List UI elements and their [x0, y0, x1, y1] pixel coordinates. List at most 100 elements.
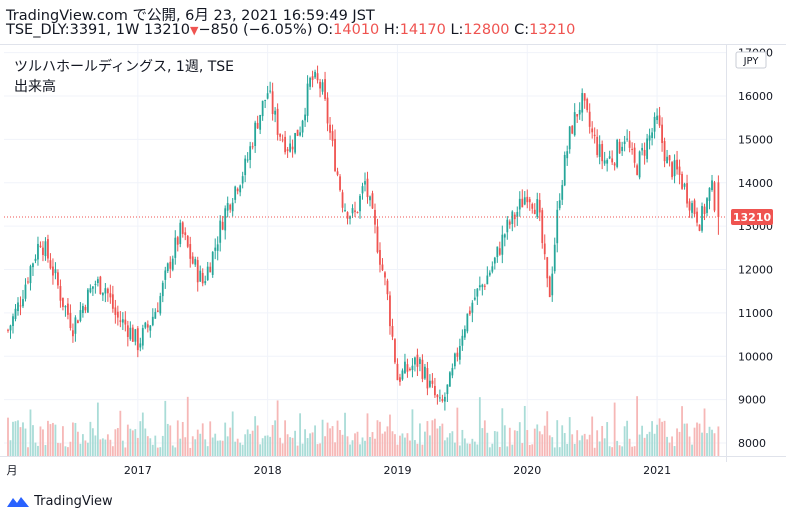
volume-bar: [466, 443, 469, 456]
volume-bar: [229, 427, 232, 456]
candle-body: [67, 303, 69, 315]
volume-bar: [628, 438, 631, 456]
volume-bar: [62, 426, 64, 456]
candle-body: [341, 192, 344, 208]
candle-body: [491, 266, 494, 272]
candle-body: [421, 359, 424, 379]
candle-body: [274, 110, 277, 115]
candle-body: [59, 286, 62, 301]
price-axis[interactable]: 8000900010000110001200013000140001500016…: [738, 47, 773, 450]
high-value: 14170: [399, 22, 446, 38]
volume-bar: [631, 446, 634, 456]
volume-bar: [434, 418, 436, 456]
candle-body: [229, 204, 232, 210]
candle-body: [214, 247, 217, 251]
volume-bar: [578, 440, 581, 456]
candle-body: [651, 132, 653, 138]
price-tick-label: 12000: [738, 264, 773, 277]
volume-bar: [498, 446, 501, 456]
candle-body: [32, 263, 34, 268]
volume-bar: [84, 440, 87, 456]
candle-body: [219, 220, 222, 243]
candle-body: [556, 209, 559, 244]
candle-body: [301, 120, 304, 133]
last-price-badge: 13210: [731, 209, 773, 226]
candle-body: [72, 330, 74, 337]
volume-bar: [501, 408, 504, 456]
volume-bar: [656, 424, 658, 456]
candle-body: [241, 176, 244, 184]
candle-body: [276, 108, 279, 135]
volume-bar: [409, 440, 411, 456]
candlesticks: [7, 65, 720, 411]
volume-bar: [483, 420, 486, 456]
candle-body: [306, 83, 309, 116]
candle-body: [666, 156, 668, 164]
time-tick-label: 2021: [643, 464, 671, 477]
volume-bar: [81, 434, 84, 456]
volume-bar: [548, 435, 551, 456]
time-tick-label: 2017: [124, 464, 152, 477]
volume-bar: [404, 437, 406, 456]
volume-bar: [536, 424, 539, 456]
volume-bar: [606, 422, 609, 456]
candle-body: [314, 71, 316, 78]
candle-body: [419, 358, 421, 364]
candle-body: [466, 313, 469, 332]
candle-body: [294, 133, 296, 153]
volume-bar: [563, 433, 566, 456]
candle-body: [526, 196, 529, 203]
candle-body: [434, 385, 436, 396]
volume-bar: [426, 421, 429, 456]
currency-badge[interactable]: JPY: [735, 51, 767, 69]
volume-bar: [486, 432, 489, 456]
candle-body: [483, 285, 486, 287]
candle-body: [17, 302, 19, 312]
volume-bars: [7, 396, 720, 456]
candle-body: [179, 222, 182, 244]
volume-bar: [686, 423, 688, 456]
candle-body: [553, 244, 556, 272]
candle-body: [536, 199, 539, 217]
volume-bar: [708, 426, 711, 456]
series-legend[interactable]: ツルハホールディングス, 1週, TSE 出来高: [14, 56, 234, 96]
volume-bar: [37, 445, 39, 456]
candle-body: [366, 178, 369, 198]
volume-bar: [396, 444, 399, 456]
volume-bar: [521, 443, 524, 456]
branding[interactable]: TradingView: [6, 494, 113, 509]
candle-body: [311, 76, 314, 80]
volume-bar: [369, 436, 371, 456]
volume-bar: [176, 420, 179, 456]
volume-bar: [116, 428, 119, 456]
volume-bar: [366, 413, 369, 456]
candle-body: [551, 273, 554, 296]
volume-bar: [114, 429, 117, 456]
volume-bar: [169, 425, 172, 456]
candle-body: [346, 212, 349, 219]
candle-body: [538, 199, 541, 213]
candle-body: [351, 208, 354, 214]
candle-body: [19, 305, 22, 307]
candle-body: [381, 264, 384, 271]
candle-body: [57, 272, 59, 286]
time-tick-label: 月: [7, 464, 18, 477]
candle-body: [116, 311, 119, 318]
candle-body: [246, 159, 249, 161]
candle-body: [586, 98, 589, 111]
volume-bar: [701, 432, 703, 456]
volume-bar: [379, 421, 381, 456]
candle-body: [648, 135, 651, 141]
candle-body: [86, 289, 89, 313]
volume-bar: [264, 435, 267, 456]
candle-body: [384, 272, 386, 278]
candle-body: [379, 249, 381, 265]
candle-body: [533, 209, 536, 215]
volume-bar: [414, 440, 416, 456]
volume-bar: [77, 431, 79, 456]
time-axis[interactable]: 月 2017 2018 2019 2020 2021: [7, 464, 672, 477]
volume-bar: [256, 425, 259, 456]
volume-bar: [683, 423, 686, 456]
volume-bar: [206, 446, 209, 456]
